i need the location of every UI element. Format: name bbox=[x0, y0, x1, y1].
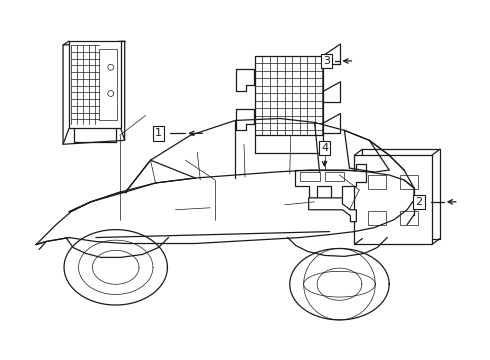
Text: 4: 4 bbox=[321, 143, 328, 153]
Bar bbox=[368, 175, 386, 189]
Polygon shape bbox=[309, 198, 356, 222]
Text: 2: 2 bbox=[416, 197, 422, 207]
Polygon shape bbox=[362, 149, 440, 239]
Text: 1: 1 bbox=[155, 129, 162, 138]
Bar bbox=[324, 172, 344, 181]
Polygon shape bbox=[63, 41, 124, 144]
Bar bbox=[300, 172, 319, 181]
Bar bbox=[400, 211, 418, 225]
Polygon shape bbox=[294, 164, 367, 198]
Text: 3: 3 bbox=[323, 56, 330, 66]
Polygon shape bbox=[255, 56, 322, 135]
Polygon shape bbox=[354, 155, 432, 244]
Bar bbox=[400, 175, 418, 189]
Bar bbox=[368, 211, 386, 225]
Polygon shape bbox=[69, 41, 121, 129]
Bar bbox=[99, 49, 117, 121]
